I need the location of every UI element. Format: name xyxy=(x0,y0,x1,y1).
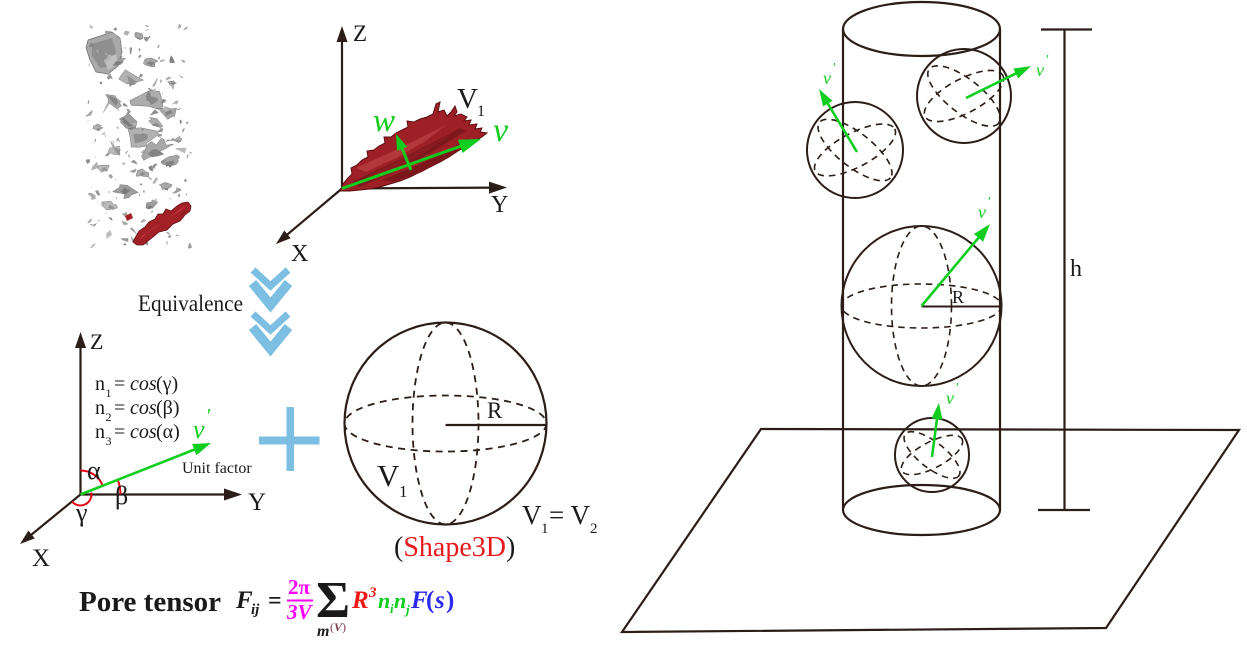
svg-text:=: = xyxy=(114,397,125,419)
svg-text:Y: Y xyxy=(248,489,266,516)
svg-text:Σ: Σ xyxy=(316,572,350,629)
svg-text:′: ′ xyxy=(956,381,959,396)
svg-text:s: s xyxy=(434,587,445,614)
svg-text:v: v xyxy=(823,68,831,88)
svg-text:(α): (α) xyxy=(156,421,180,443)
svg-text:Z: Z xyxy=(353,21,367,46)
svg-text:β: β xyxy=(115,481,128,510)
svg-text:n: n xyxy=(394,588,406,613)
svg-text:w: w xyxy=(373,103,395,139)
svg-text:F: F xyxy=(410,587,428,614)
svg-text:= V: = V xyxy=(549,500,590,530)
svg-text:1: 1 xyxy=(477,103,485,120)
svg-text:cos: cos xyxy=(130,373,157,395)
svg-text:V: V xyxy=(522,500,542,530)
svg-text:cos: cos xyxy=(130,397,157,419)
svg-text:n: n xyxy=(95,373,105,395)
svg-text:γ: γ xyxy=(75,498,88,527)
svg-text:Equivalence: Equivalence xyxy=(138,291,243,317)
svg-text:(: ( xyxy=(426,587,434,614)
svg-text:3V: 3V xyxy=(286,600,314,624)
svg-text:′: ′ xyxy=(988,195,991,210)
svg-text:n: n xyxy=(378,588,390,613)
svg-text:2: 2 xyxy=(106,410,112,424)
svg-text:Y: Y xyxy=(491,192,508,218)
svg-text:ij: ij xyxy=(251,602,260,618)
svg-text:R: R xyxy=(487,398,503,423)
svg-text:v: v xyxy=(493,112,509,149)
svg-text:V: V xyxy=(377,458,400,493)
svg-text:(γ): (γ) xyxy=(156,373,178,395)
svg-text:=: = xyxy=(114,421,125,443)
svg-text:j: j xyxy=(404,602,410,617)
svg-text:v: v xyxy=(1036,60,1044,80)
svg-text:3: 3 xyxy=(106,434,112,448)
svg-text:=: = xyxy=(268,588,282,614)
svg-text:R: R xyxy=(351,587,369,614)
svg-text:m: m xyxy=(317,623,329,640)
svg-text:1: 1 xyxy=(541,521,549,537)
svg-text:1: 1 xyxy=(106,386,112,400)
svg-text:Z: Z xyxy=(90,329,103,354)
svg-text:Pore tensor: Pore tensor xyxy=(79,586,221,618)
svg-text:v: v xyxy=(978,202,986,222)
svg-text:2: 2 xyxy=(590,521,598,537)
svg-text:i: i xyxy=(390,601,394,616)
svg-text:α: α xyxy=(87,456,101,485)
svg-text:F: F xyxy=(235,587,253,614)
svg-text:3: 3 xyxy=(368,585,377,601)
svg-text:′: ′ xyxy=(1046,53,1049,68)
svg-text:X: X xyxy=(291,241,308,267)
svg-text:(Shape3D): (Shape3D) xyxy=(394,532,515,563)
svg-text:′: ′ xyxy=(833,61,836,76)
svg-text:2π: 2π xyxy=(288,575,311,599)
svg-text:): ) xyxy=(446,587,454,614)
svg-text:=: = xyxy=(114,373,125,395)
svg-text:v: v xyxy=(946,388,954,408)
svg-text:h: h xyxy=(1070,256,1082,282)
svg-text:′: ′ xyxy=(207,405,211,427)
svg-text:n: n xyxy=(95,421,105,443)
svg-text:1: 1 xyxy=(399,482,408,501)
svg-text:(β): (β) xyxy=(156,397,180,419)
svg-text:cos: cos xyxy=(130,421,157,443)
svg-text:R: R xyxy=(952,287,964,307)
svg-text:V: V xyxy=(457,83,478,115)
svg-text:X: X xyxy=(32,545,50,572)
svg-text:n: n xyxy=(95,397,105,419)
svg-text:Unit factor: Unit factor xyxy=(182,460,252,477)
svg-text:(V): (V) xyxy=(330,620,346,634)
svg-text:v: v xyxy=(193,415,205,444)
